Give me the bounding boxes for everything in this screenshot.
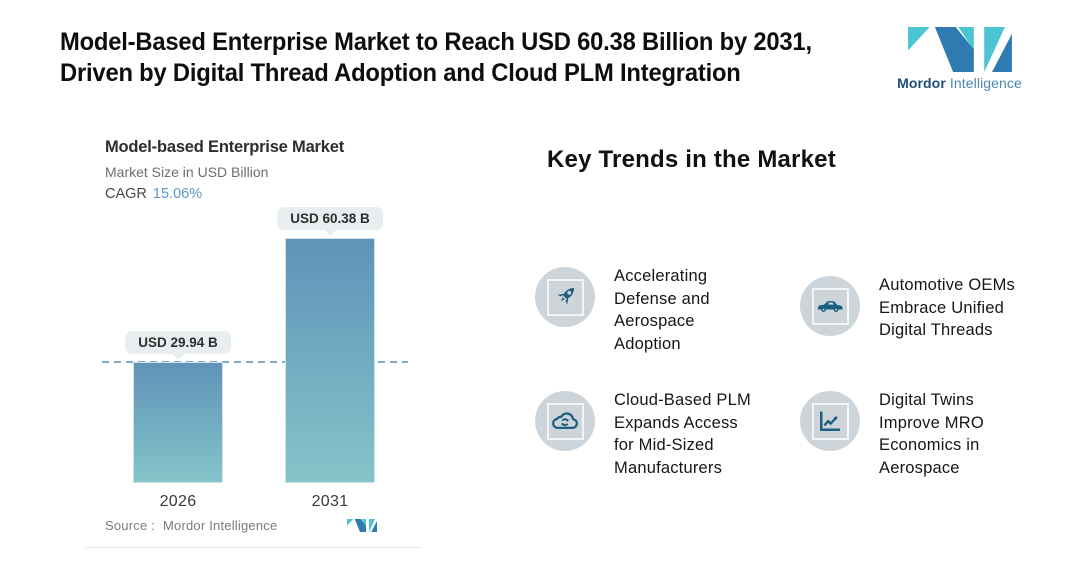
cloud-sync-icon <box>552 412 578 429</box>
rocket-icon <box>557 287 575 305</box>
mordor-intelligence-mini-logo-icon <box>347 519 377 532</box>
trend-icon-circle <box>800 276 860 336</box>
trend-icon-circle <box>800 391 860 451</box>
trend-item-defense-aerospace: Accelerating Defense and Aerospace Adopt… <box>535 264 710 355</box>
trend-item-cloud-plm: Cloud-Based PLM Expands Access for Mid-S… <box>535 388 751 479</box>
bar-2026: USD 29.94 B <box>125 331 231 483</box>
trend-icon-square <box>811 287 849 325</box>
trend-item-automotive-oems: Automotive OEMs Embrace Unified Digital … <box>800 273 1015 342</box>
line-chart-icon <box>820 411 840 431</box>
trend-icon-circle <box>535 391 595 451</box>
chart-subtitle: Market Size in USD Billion <box>105 164 269 180</box>
market-chart-card: Model-based Enterprise Market Market Siz… <box>85 115 422 548</box>
page-title: Model-Based Enterprise Market to Reach U… <box>60 28 812 87</box>
trend-text: Cloud-Based PLM Expands Access for Mid-S… <box>614 391 751 477</box>
trend-text: Digital Twins Improve MRO Economics in A… <box>879 391 984 477</box>
source-line: Source : Mordor Intelligence <box>105 518 277 533</box>
mordor-intelligence-logo-icon <box>907 27 1012 72</box>
brand-name-bold: Mordor <box>897 75 946 91</box>
trend-icon-square <box>546 402 584 440</box>
bar-value-label-2026: USD 29.94 B <box>125 331 231 360</box>
trend-text: Accelerating Defense and Aerospace Adopt… <box>614 267 710 353</box>
trend-item-digital-twins: Digital Twins Improve MRO Economics in A… <box>800 388 984 479</box>
bar-chart-plot: USD 29.94 B USD 60.38 B <box>102 207 408 483</box>
brand-logo: Mordor Intelligence <box>897 27 1022 91</box>
cagr-label: CAGR <box>105 186 147 202</box>
brand-name-light: Intelligence <box>949 75 1022 91</box>
source-value: Mordor Intelligence <box>163 518 278 533</box>
cagr-value: 15.06% <box>152 186 203 202</box>
car-icon <box>817 301 843 312</box>
x-axis-label-2026: 2026 <box>159 493 197 510</box>
trend-icon-square <box>546 278 584 316</box>
reference-dashed-line <box>102 361 408 363</box>
trend-text: Automotive OEMs Embrace Unified Digital … <box>879 276 1015 339</box>
bar-value-label-2031: USD 60.38 B <box>277 207 383 236</box>
chart-cagr: CAGR 15.06% <box>105 186 202 202</box>
source-label: Source : <box>105 518 156 533</box>
bar-value-text: USD 60.38 B <box>290 211 370 226</box>
trend-icon-circle <box>535 267 595 327</box>
bar-value-text: USD 29.94 B <box>138 335 218 350</box>
bar-2031: USD 60.38 B <box>277 207 383 483</box>
key-trends-heading: Key Trends in the Market <box>547 146 836 173</box>
chart-title: Model-based Enterprise Market <box>105 138 345 156</box>
x-axis-label-2031: 2031 <box>311 493 349 510</box>
brand-name: Mordor Intelligence <box>897 75 1022 91</box>
trend-icon-square <box>811 402 849 440</box>
